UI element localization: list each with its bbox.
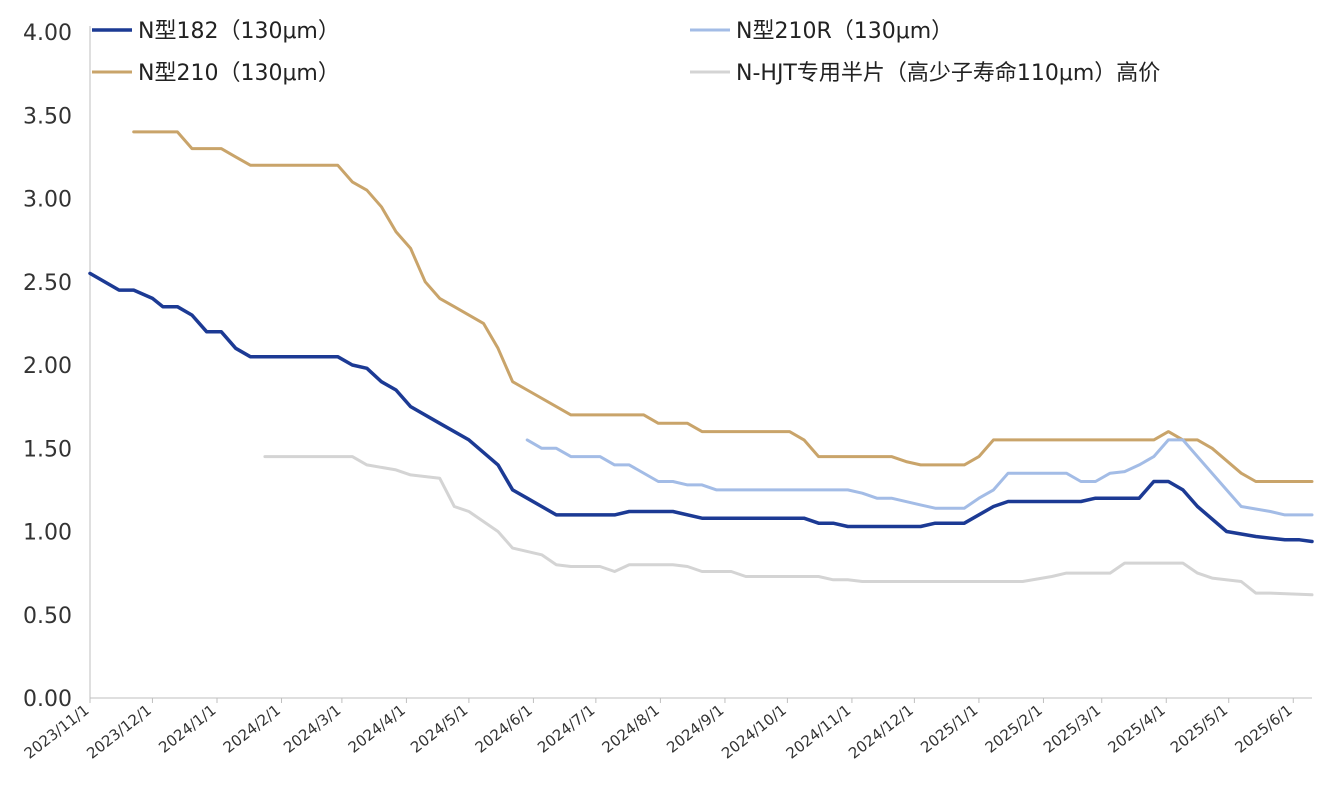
x-tick-label: 2024/1/1: [155, 701, 219, 757]
legend: N型182（130μm） N型210R（130μm） N型210（130μm） N-H…: [92, 19, 1160, 86]
y-tick-label: 2.50: [23, 271, 72, 296]
y-tick-label: 0.00: [23, 687, 72, 712]
legend-label: N-HJT专用半片（高少子寿命110μm）高价: [736, 61, 1160, 86]
x-tick-label: 2024/2/1: [220, 701, 284, 757]
x-tick-label: 2024/6/1: [472, 701, 536, 757]
series-layer: [88, 130, 1314, 597]
y-axis: 0.00 0.50 1.00 1.50 2.00 2.50 3.00 3.50 4.00: [23, 21, 91, 712]
y-tick-label: 2.00: [23, 354, 72, 379]
x-tick-label: 2024/11/1: [783, 701, 855, 763]
legend-item-1: N型210R（130μm）: [690, 19, 953, 44]
y-tick-label: 0.50: [23, 604, 72, 629]
legend-label: N型210（130μm）: [138, 61, 340, 86]
y-tick-label: 1.00: [23, 521, 72, 546]
x-tick-label: 2024/7/1: [534, 701, 598, 757]
y-tick-label: 3.00: [23, 188, 72, 213]
x-tick-label: 2025/5/1: [1167, 701, 1231, 757]
y-tick-label: 4.00: [23, 21, 72, 46]
series-line-2: [132, 130, 1314, 483]
x-tick-label: 2025/2/1: [982, 701, 1046, 757]
x-tick-label: 2024/4/1: [345, 701, 409, 757]
x-tick-label: 2024/10/1: [718, 701, 790, 763]
series-line-0: [88, 271, 1314, 544]
x-tick-label: 2023/12/1: [83, 701, 155, 763]
x-tick-label: 2024/3/1: [280, 701, 344, 757]
legend-label: N型182（130μm）: [138, 19, 340, 44]
series-line-3: [263, 455, 1314, 597]
legend-item-2: N型210（130μm）: [92, 61, 340, 86]
x-tick-label: 2025/6/1: [1232, 701, 1296, 757]
series-line-1: [525, 438, 1314, 517]
x-tick-label: 2024/8/1: [599, 701, 663, 757]
x-tick-label: 2024/5/1: [407, 701, 471, 757]
x-tick-label: 2025/3/1: [1040, 701, 1104, 757]
legend-item-3: N-HJT专用半片（高少子寿命110μm）高价: [690, 61, 1160, 86]
y-tick-label: 1.50: [23, 437, 72, 462]
y-tick-label: 3.50: [23, 104, 72, 129]
legend-label: N型210R（130μm）: [736, 19, 953, 44]
x-tick-label: 2024/12/1: [845, 701, 917, 763]
x-tick-label: 2025/1/1: [917, 701, 981, 757]
legend-item-0: N型182（130μm）: [92, 19, 340, 44]
x-tick-label: 2025/4/1: [1105, 701, 1169, 757]
